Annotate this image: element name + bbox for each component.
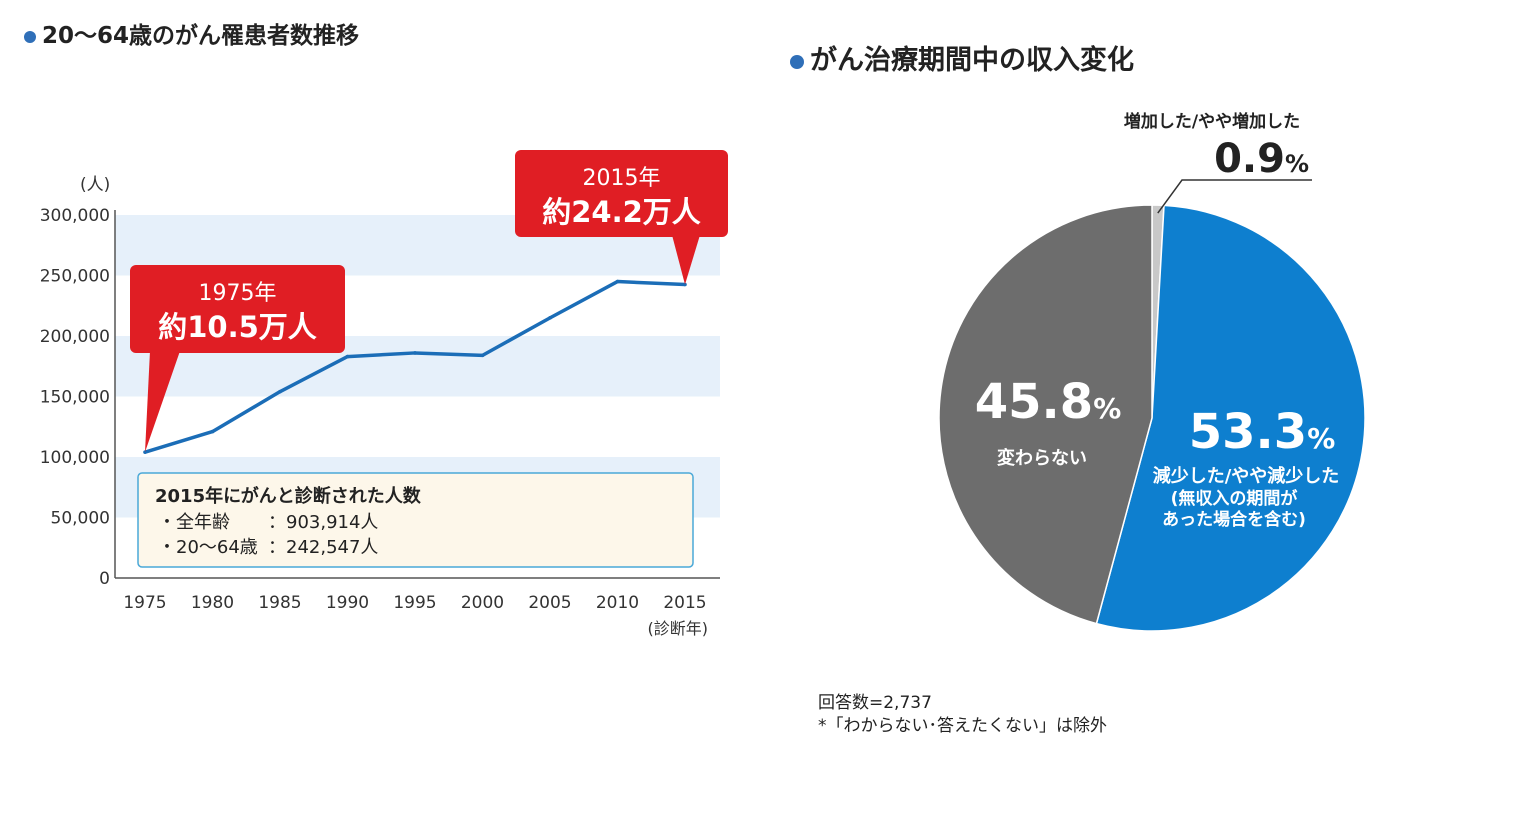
callout-value: 約10.5万人 (158, 310, 317, 344)
data-point (143, 450, 147, 454)
callout-pointer (145, 351, 180, 453)
y-tick-label: 0 (99, 569, 110, 589)
x-tick-label: 1975 (123, 593, 166, 613)
slice-sub-label: (無収入の期間が (1171, 488, 1298, 509)
callout-pointer (672, 235, 700, 285)
callout-box (515, 150, 728, 237)
bullet-dot-icon (24, 30, 36, 43)
data-point (615, 279, 620, 284)
slice-sub-label: あった場合を含む) (1162, 509, 1306, 530)
y-tick-label: 100,000 (40, 448, 110, 468)
callout-value: 約24.2万人 (542, 195, 701, 229)
data-point (278, 389, 282, 394)
info-box (137, 472, 694, 568)
callout-box (130, 265, 345, 353)
info-box-heading: 2015年にがんと診断された人数 (155, 485, 422, 507)
x-tick-label: 1990 (326, 593, 369, 613)
leader-line (1157, 179, 1312, 214)
slice-name-label: 増加した/やや増加した (1124, 111, 1300, 132)
data-point (480, 353, 485, 358)
slice-name-label: 変わらない (997, 447, 1087, 469)
y-tick-label: 200,000 (40, 327, 110, 347)
slice-percent-label: 45.8% (975, 374, 1122, 430)
note-block: 回答数=2,737 *「わからない･答えたくない」は除外 (818, 692, 1107, 738)
x-tick-label: 2015 (663, 593, 706, 613)
callout-year: 2015年 (583, 166, 661, 191)
slice-percent-label: 53.3% (1189, 404, 1336, 460)
y-tick-label: 50,000 (51, 509, 110, 529)
right-chart-title: がん治療期間中の収入変化 (790, 38, 1134, 77)
y-tick-label: 250,000 (40, 267, 110, 287)
y-axis-unit-label: (人) (80, 175, 110, 195)
callout-year: 1975年 (199, 281, 277, 306)
slice-name-label: 減少した/やや減少した (1153, 465, 1340, 487)
x-tick-label: 1995 (393, 593, 436, 613)
info-box-row-label: ・全年齢 (158, 512, 230, 533)
bullet-dot-icon (790, 54, 804, 69)
y-tick-label: 150,000 (40, 388, 110, 408)
exclusion-note: *「わからない･答えたくない」は除外 (818, 716, 1107, 736)
pie-slice (938, 204, 1153, 625)
x-tick-label: 2010 (596, 593, 639, 613)
slice-percent-label: 0.9% (1214, 136, 1309, 182)
line-chart: 0 50,000 100,000 150,000 200,000 250,000 300,0… (40, 150, 728, 638)
left-chart-title: 20〜64歳のがん罹患者数推移 (24, 16, 359, 50)
pie-slice (1095, 204, 1366, 632)
info-box-row-value: ：903,914人 (268, 512, 378, 533)
x-axis-label: (診断年) (648, 619, 709, 638)
info-box-row-label: ・20〜64歳 (158, 537, 258, 558)
data-point (345, 354, 350, 359)
x-tick-label: 2005 (528, 593, 571, 613)
respondents-note: 回答数=2,737 (818, 693, 932, 713)
data-point (548, 316, 552, 320)
info-box-row-value: ：242,547人 (268, 537, 378, 558)
x-tick-label: 1980 (191, 593, 234, 613)
y-tick-label: 300,000 (40, 206, 110, 226)
data-point (210, 429, 215, 434)
x-tick-label: 1985 (258, 593, 301, 613)
data-point (413, 351, 417, 355)
x-tick-label: 2000 (461, 593, 504, 613)
